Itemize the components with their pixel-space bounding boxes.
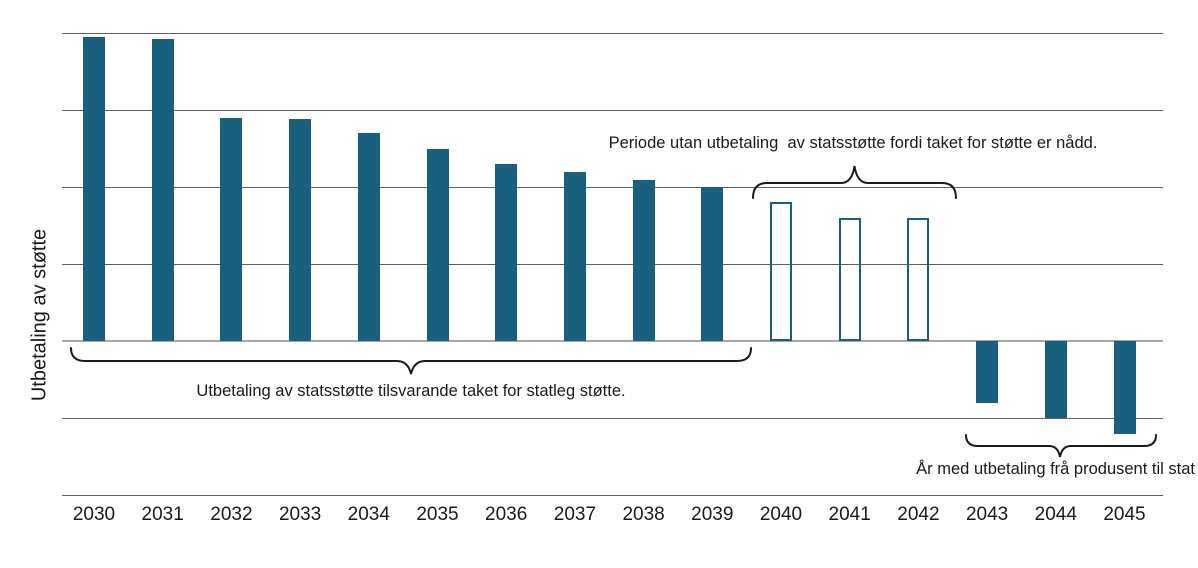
x-tick-label-2033: 2033 [278, 504, 322, 525]
brace-bottom-left-icon [70, 347, 752, 375]
zero-axis-line [62, 340, 1163, 342]
bar-2030 [83, 36, 105, 341]
bar-2039 [701, 187, 724, 341]
x-tick-label-2036: 2036 [485, 504, 528, 525]
annotation-state-support: Utbetaling av statsstøtte tilsvarande ta… [196, 382, 626, 400]
x-tick-label-2034: 2034 [347, 504, 390, 525]
gridline [62, 417, 1163, 419]
bar-2032 [220, 117, 243, 341]
x-tick-label-2038: 2038 [622, 504, 665, 525]
x-tick-label-2041: 2041 [828, 504, 871, 525]
gridline [62, 494, 1163, 496]
gridline [62, 32, 1163, 34]
annotation-producer-payment: År med utbetaling frå produsent til stat [916, 460, 1195, 478]
bar-2035 [426, 149, 449, 341]
bar-2041 [838, 217, 861, 341]
x-tick-label-2030: 2030 [72, 504, 116, 525]
x-tick-label-2032: 2032 [210, 504, 253, 525]
bar-2034 [357, 133, 380, 341]
x-tick-label-2031: 2031 [141, 504, 184, 525]
x-tick-label-2039: 2039 [691, 504, 734, 525]
bar-2038 [632, 180, 655, 341]
x-tick-label-2045: 2045 [1103, 504, 1146, 525]
x-tick-label-2043: 2043 [965, 504, 1009, 525]
bar-2044 [1044, 341, 1067, 418]
annotation-cap-period: Periode utan utbetaling av statsstøtte f… [608, 134, 1098, 152]
y-axis-title: Utbetaling av støtte [28, 228, 51, 402]
brace-top-icon [752, 165, 957, 199]
bar-2037 [563, 172, 586, 341]
brace-bottom-right-icon [965, 434, 1157, 458]
bar-2042 [907, 217, 930, 341]
bar-2043 [976, 341, 999, 403]
bar-2036 [495, 163, 518, 341]
bar-2045 [1113, 341, 1136, 435]
x-tick-label-2040: 2040 [759, 504, 803, 525]
x-tick-label-2044: 2044 [1034, 504, 1077, 525]
x-tick-label-2042: 2042 [897, 504, 940, 525]
bar-2040 [770, 201, 792, 341]
x-tick-label-2035: 2035 [416, 504, 459, 525]
gridline [62, 263, 1163, 265]
x-tick-label-2037: 2037 [553, 504, 597, 525]
bar-2033 [289, 119, 312, 341]
gridline [62, 186, 1163, 188]
gridline [62, 109, 1163, 111]
bar-2031 [151, 39, 174, 341]
